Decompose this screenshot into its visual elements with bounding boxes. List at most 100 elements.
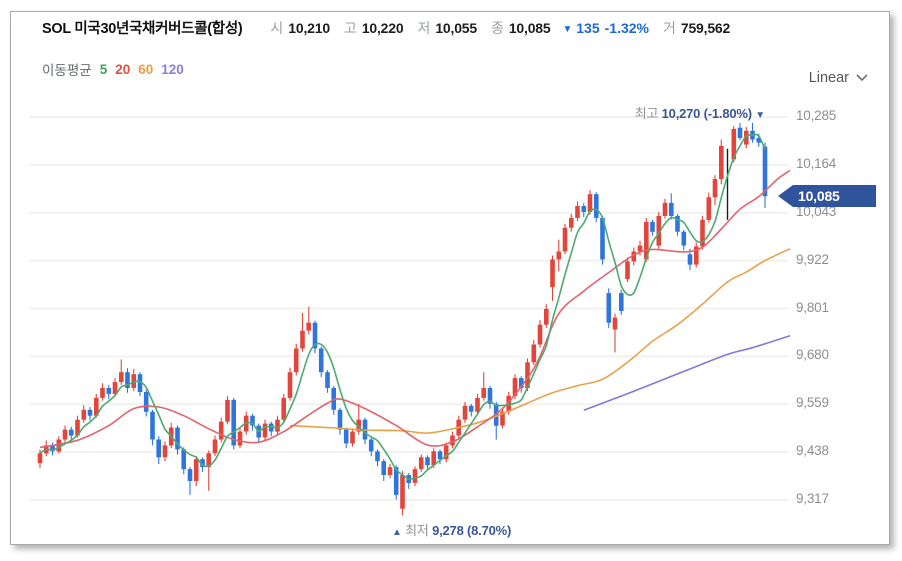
candle-body (744, 130, 749, 145)
candle-body (600, 217, 605, 260)
candle-body (468, 405, 474, 412)
candle-body (700, 219, 705, 247)
ma120-line (583, 335, 791, 411)
y-axis-label: 9,922 (796, 252, 829, 267)
candle-body (500, 411, 505, 426)
candle-body (281, 397, 286, 420)
candle-body (181, 449, 186, 470)
candle-body (412, 469, 418, 483)
y-axis-label: 10,164 (796, 156, 837, 171)
candle-body (50, 445, 55, 452)
low-marker-icon: ▲ (392, 527, 402, 538)
candle-body (162, 445, 168, 458)
volume-value: 759,562 (680, 19, 731, 36)
candle-body (125, 372, 130, 388)
candle-body (594, 194, 599, 218)
candle-body (587, 194, 593, 212)
candle-body (506, 395, 511, 412)
ohlc-value: 10,085 (508, 19, 551, 36)
candle-body (669, 202, 674, 216)
candle-body (418, 457, 424, 470)
y-axis-label: 9,680 (796, 347, 829, 362)
candle-body (525, 362, 530, 388)
ohlc-label: 종 (490, 19, 504, 36)
candle-body (337, 409, 343, 430)
candle-body (581, 206, 587, 212)
candle-body (112, 382, 118, 394)
ma5-line (39, 133, 766, 480)
high-annotation: 최고 10,270 (-1.80%) ▼ (634, 103, 766, 122)
candle-body (193, 459, 199, 481)
ma-legend-item: 5 (99, 61, 108, 77)
candle-body (69, 429, 74, 436)
ma20-line (39, 169, 791, 449)
candle-body (512, 378, 518, 396)
candle-body (762, 146, 768, 197)
candle-body (575, 206, 580, 218)
ma-legend-item: 120 (161, 61, 184, 77)
y-axis-label: 10,043 (796, 204, 837, 219)
candle-body (225, 399, 230, 422)
high-label: 최고 (634, 106, 659, 121)
candle-body (706, 197, 712, 220)
ohlc-label: 저 (417, 19, 431, 36)
candle-body (393, 467, 399, 495)
candle-body (675, 215, 680, 232)
candle-body (637, 245, 643, 252)
candle-body (187, 469, 193, 481)
high-marker-icon: ▼ (755, 110, 765, 121)
candle-body (475, 397, 480, 412)
candle-body (331, 388, 336, 410)
candle-body (556, 251, 562, 260)
candle-body (531, 344, 537, 363)
candle-body (719, 145, 724, 180)
y-axis-label: 9,317 (796, 491, 829, 506)
candle-body (487, 388, 493, 404)
current-price-value: 10,085 (798, 188, 840, 204)
candle-body (175, 427, 180, 450)
candle-body (569, 217, 574, 228)
candle-body (275, 419, 280, 432)
candle-body (544, 308, 549, 325)
y-axis-label: 10,285 (796, 108, 837, 123)
ma-legend-item: 60 (138, 61, 154, 77)
candle-body (612, 317, 618, 330)
scale-selector-dropdown[interactable]: Linear (809, 70, 868, 86)
y-axis-label: 9,559 (796, 395, 829, 410)
low-annotation: ▲ 최저 9,278 (8.70%) (392, 520, 511, 539)
volume-label: 거 (662, 19, 676, 36)
candle-body (694, 246, 699, 265)
candle-body (262, 423, 268, 438)
candle-body (400, 475, 405, 509)
candle-body (381, 461, 386, 475)
candle-body (712, 179, 718, 198)
candle-body (81, 409, 87, 420)
candle-body (656, 215, 662, 246)
candle-body (87, 409, 93, 416)
candle-body (206, 453, 211, 468)
candle-body (312, 322, 318, 349)
candle-body (375, 451, 380, 462)
candle-body (62, 429, 68, 440)
header: SOL 미국30년국채커버드콜(합성) 시 10,210 고 10,220 저 10,05… (42, 17, 730, 38)
candle-body (200, 459, 205, 468)
ohlc-value: 10,055 (435, 19, 477, 36)
candle-body (368, 439, 374, 452)
stock-title: SOL 미국30년국채커버드콜(합성) (42, 21, 243, 37)
ma-legend-item: 20 (115, 61, 131, 77)
candle-body (75, 419, 80, 436)
ma-legend: 이동평균 5 20 60 120 (42, 59, 184, 79)
candle-body (231, 399, 236, 446)
candle-body (94, 397, 99, 416)
candle-body (250, 415, 255, 426)
candle-body (606, 293, 612, 323)
candle-body (681, 231, 687, 246)
candle-body (450, 435, 455, 446)
chevron-down-icon (856, 74, 868, 82)
y-axis-label: 9,438 (796, 443, 829, 458)
candle-body (737, 127, 743, 138)
candle-body (300, 330, 305, 349)
high-value: 10,270 (-1.80%) (661, 106, 752, 121)
ma-legend-label: 이동평균 (42, 63, 92, 78)
